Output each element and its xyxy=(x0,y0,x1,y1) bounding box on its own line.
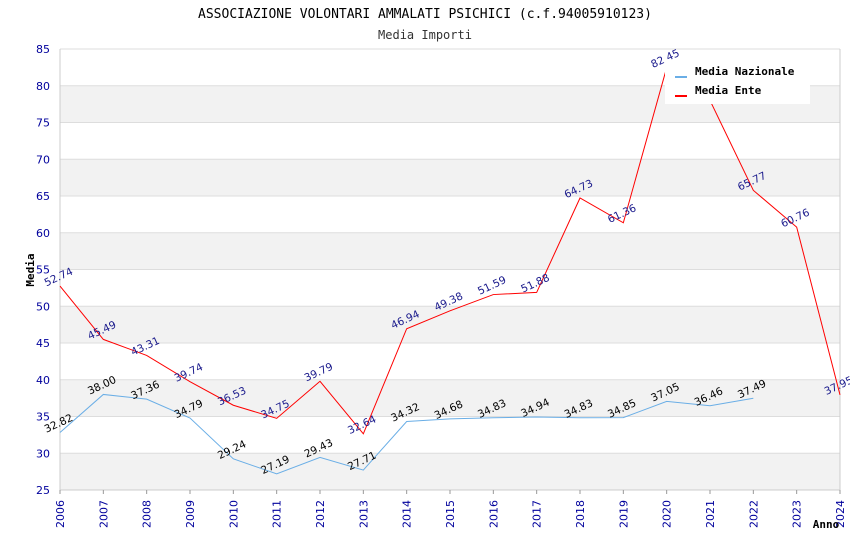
y-tick-label: 40 xyxy=(36,374,50,387)
grid-band xyxy=(60,159,840,196)
y-tick-label: 80 xyxy=(36,80,50,93)
y-tick-label: 65 xyxy=(36,190,50,203)
x-tick-label: 2006 xyxy=(54,500,67,528)
legend: Media Nazionale Media Ente xyxy=(665,60,810,104)
x-tick-label: 2011 xyxy=(271,500,284,528)
grid-band xyxy=(60,232,840,270)
y-tick-label: 50 xyxy=(36,300,50,313)
y-tick-label: 75 xyxy=(36,117,50,130)
x-axis-ticks: 2006 2007 2008 2009 2010 2011 2012 2013 2014 2015… xyxy=(54,490,847,528)
x-tick-label: 2008 xyxy=(141,500,154,528)
x-tick-label: 2017 xyxy=(531,500,544,528)
y-tick-label: 45 xyxy=(36,337,50,350)
grid-band xyxy=(60,379,840,417)
chart-title: ASSOCIAZIONE VOLONTARI AMMALATI PSICHICI… xyxy=(198,7,652,22)
legend-label: Media Ente xyxy=(695,84,762,97)
grid-band xyxy=(60,453,840,490)
y-tick-label: 70 xyxy=(36,153,50,166)
legend-label: Media Nazionale xyxy=(695,65,795,78)
x-tick-label: 2010 xyxy=(227,500,240,528)
series-line-nazionale xyxy=(59,393,754,475)
y-tick-label: 35 xyxy=(36,411,50,424)
y-tick-label: 60 xyxy=(36,227,50,240)
chart-subtitle: Media Importi xyxy=(378,28,472,42)
x-tick-label: 2016 xyxy=(487,500,500,528)
x-tick-label: 2014 xyxy=(401,500,414,528)
x-tick-label: 2024 xyxy=(834,500,847,528)
legend-box xyxy=(665,60,810,104)
x-tick-label: 2009 xyxy=(184,500,197,528)
x-tick-label: 2021 xyxy=(704,500,717,528)
y-tick-label: 25 xyxy=(36,484,50,497)
x-tick-label: 2020 xyxy=(661,500,674,528)
y-tick-label: 55 xyxy=(36,264,50,277)
data-label: 51.88 xyxy=(519,272,551,296)
x-tick-label: 2012 xyxy=(314,500,327,528)
x-axis-label: Anno xyxy=(813,518,840,531)
grid-band xyxy=(60,306,840,343)
y-axis-label: Media xyxy=(24,253,37,286)
x-tick-label: 2023 xyxy=(791,500,804,528)
x-tick-label: 2013 xyxy=(357,500,370,528)
y-axis-ticks: 25 30 35 40 45 50 55 60 65 70 75 80 85 xyxy=(36,43,50,497)
x-tick-label: 2018 xyxy=(574,500,587,528)
x-tick-label: 2019 xyxy=(617,500,630,528)
x-tick-label: 2007 xyxy=(97,500,110,528)
x-tick-label: 2022 xyxy=(747,500,760,528)
grid-bands xyxy=(60,85,840,490)
x-tick-label: 2015 xyxy=(444,500,457,528)
y-tick-label: 30 xyxy=(36,447,50,460)
y-tick-label: 85 xyxy=(36,43,50,56)
